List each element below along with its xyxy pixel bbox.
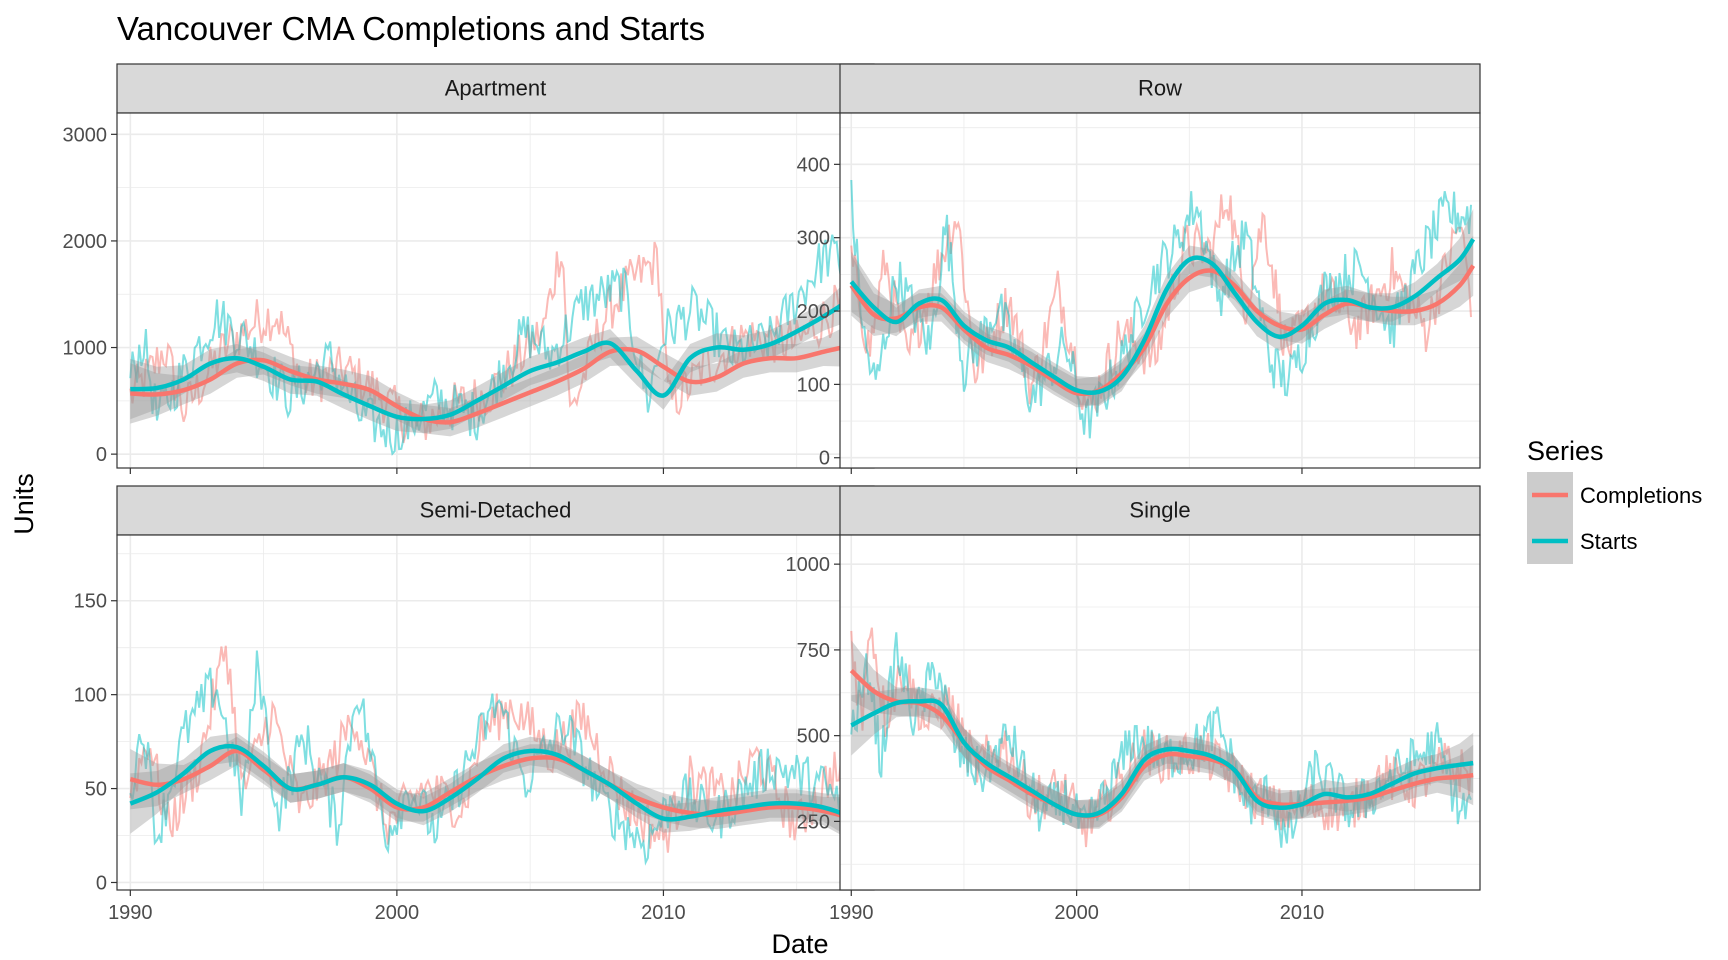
y-tick-label: 50 bbox=[85, 779, 107, 801]
grid-lines bbox=[117, 113, 874, 468]
smooth-line-starts bbox=[850, 698, 1474, 818]
facet-panel-single: Single 250 500 750 1000 1990 2000 2010 bbox=[786, 485, 1481, 924]
x-axis-title: Date bbox=[771, 929, 828, 959]
x-tick-label: 2010 bbox=[1280, 902, 1325, 924]
y-tick-label: 200 bbox=[797, 301, 830, 323]
series-layer bbox=[849, 179, 1476, 439]
y-axis-title: Units bbox=[9, 473, 39, 535]
panel-border bbox=[839, 534, 1481, 891]
y-tick-label: 0 bbox=[819, 448, 830, 470]
x-tick-label: 2000 bbox=[1054, 902, 1099, 924]
raw-line-completions bbox=[129, 241, 865, 444]
facet-strip bbox=[116, 63, 875, 114]
facet-panel-semi-detached: Semi-Detached 0 50 100 150 1990 2000 2010 bbox=[74, 485, 875, 924]
legend-entries: Completions Starts bbox=[1527, 472, 1702, 564]
confidence-band-starts bbox=[130, 733, 867, 857]
y-tick-label: 2000 bbox=[63, 231, 108, 253]
y-tick-label: 1000 bbox=[63, 338, 108, 360]
confidence-band-starts bbox=[130, 257, 867, 434]
raw-line-completions bbox=[850, 194, 1472, 413]
panel-border bbox=[839, 112, 1481, 469]
raw-line-completions bbox=[129, 645, 865, 853]
grid-lines bbox=[840, 113, 1480, 468]
legend-label-starts: Starts bbox=[1580, 529, 1637, 554]
y-tick-label: 150 bbox=[74, 591, 107, 613]
x-tick-label: 1990 bbox=[108, 902, 153, 924]
facet-panel-row: Row 0 100 200 300 400 bbox=[797, 63, 1481, 474]
series-layer bbox=[129, 234, 868, 456]
x-tick-label: 2000 bbox=[375, 902, 420, 924]
y-tick-label: 500 bbox=[797, 726, 830, 748]
facet-strip bbox=[839, 485, 1481, 536]
smooth-line-starts bbox=[849, 237, 1476, 396]
y-tick-label: 100 bbox=[797, 374, 830, 396]
grid-lines bbox=[117, 535, 874, 890]
series-layer bbox=[129, 645, 868, 866]
facet-panels: Apartment0100020003000Row0100200300400Se… bbox=[63, 63, 1481, 924]
x-tick-label: 1990 bbox=[829, 902, 874, 924]
panel-background bbox=[117, 113, 874, 468]
y-tick-label: 750 bbox=[797, 640, 830, 662]
y-tick-label: 300 bbox=[797, 228, 830, 250]
raw-line-starts bbox=[129, 650, 865, 866]
x-tick-label: 2010 bbox=[641, 902, 686, 924]
facet-strip-label: Single bbox=[1129, 498, 1190, 523]
facet-strip bbox=[839, 63, 1481, 114]
y-tick-label: 1000 bbox=[786, 554, 831, 576]
smooth-line-starts bbox=[129, 743, 868, 829]
confidence-band-completions bbox=[851, 640, 1474, 829]
smooth-line-completions bbox=[129, 748, 868, 832]
legend-label-completions: Completions bbox=[1580, 483, 1702, 508]
series-layer bbox=[849, 627, 1474, 848]
legend-title: Series bbox=[1527, 436, 1604, 466]
y-tick-label: 0 bbox=[96, 872, 107, 894]
legend: Series Completions Starts bbox=[1527, 436, 1702, 564]
raw-line-starts bbox=[850, 179, 1472, 439]
y-tick-label: 250 bbox=[797, 811, 830, 833]
facet-strip bbox=[116, 485, 875, 536]
confidence-band-completions bbox=[851, 235, 1474, 408]
facet-strip-label: Row bbox=[1138, 76, 1182, 101]
y-tick-label: 3000 bbox=[63, 124, 108, 146]
smooth-line-starts bbox=[130, 285, 868, 422]
chart-title: Vancouver CMA Completions and Starts bbox=[117, 10, 705, 47]
facet-strip-label: Apartment bbox=[445, 76, 547, 101]
facet-strip-label: Semi-Detached bbox=[420, 498, 572, 523]
smooth-line-completions bbox=[130, 337, 867, 425]
y-tick-label: 0 bbox=[96, 444, 107, 466]
y-tick-label: 400 bbox=[797, 154, 830, 176]
y-tick-label: 100 bbox=[74, 685, 107, 707]
